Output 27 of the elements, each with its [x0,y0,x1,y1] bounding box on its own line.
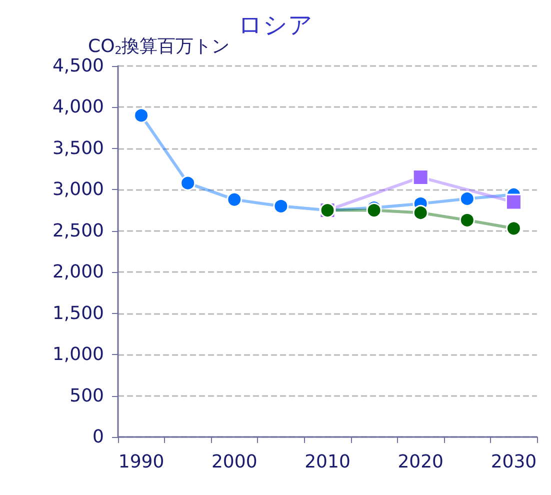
x-tick-label: 2010 [304,452,350,472]
chart-title: ロシア [238,11,313,39]
point [412,205,428,220]
point [412,169,429,186]
y-tick-label: 4,500 [52,56,104,76]
y-tick-label: 2,000 [52,262,104,283]
x-tick-label: 2030 [490,452,537,472]
point [180,175,196,191]
x-tick-label: 2020 [398,452,444,472]
point [273,198,289,214]
point [459,190,475,206]
y-tick-label: 2,500 [52,220,104,242]
y-tick-label: 0 [92,426,104,448]
y-axis-title: CO2換算百万トン [88,36,230,57]
point [459,212,475,228]
point [506,220,522,236]
y-tick-label: 3,500 [52,138,104,159]
point [226,192,242,208]
y-tick-label: 500 [70,385,104,406]
y-tick-label: 3,000 [52,179,104,200]
x-tick-label: 2000 [211,452,258,472]
y-tick-label: 1,000 [52,344,104,366]
x-tick-label: 1990 [118,452,164,472]
point [505,194,522,210]
point [134,108,150,124]
y-tick-label: 4,000 [52,96,104,118]
y-tick-label: 1,500 [52,302,104,324]
